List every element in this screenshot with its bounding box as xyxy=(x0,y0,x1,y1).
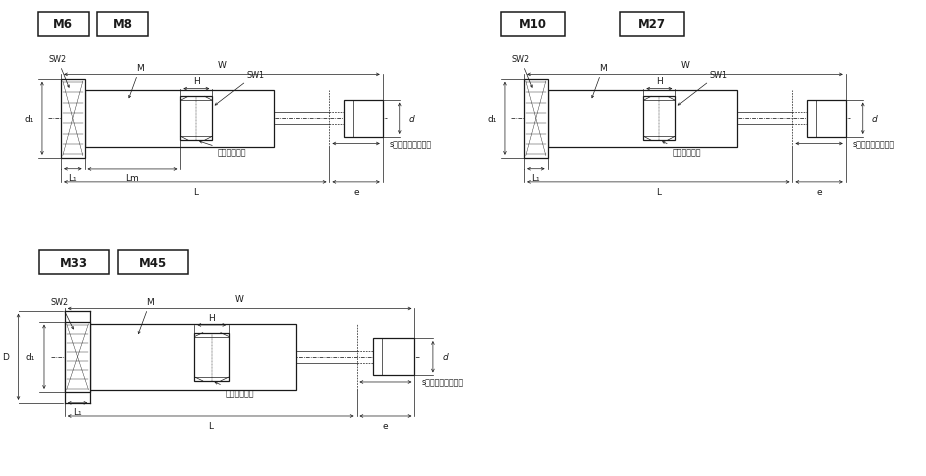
Text: SW2: SW2 xyxy=(48,55,69,88)
Text: D: D xyxy=(3,353,9,361)
FancyBboxPatch shape xyxy=(38,13,89,37)
Text: SW2: SW2 xyxy=(51,298,73,329)
Bar xyxy=(84,90,274,148)
Text: M33: M33 xyxy=(60,257,88,269)
Bar xyxy=(547,90,737,148)
Text: ロックナット: ロックナット xyxy=(663,142,701,157)
Bar xyxy=(181,97,212,141)
Text: M27: M27 xyxy=(638,19,666,31)
Text: L₁: L₁ xyxy=(69,174,77,183)
Text: H: H xyxy=(193,77,200,86)
Bar xyxy=(61,79,84,159)
Text: s：最大ストローク: s：最大ストローク xyxy=(389,139,432,149)
FancyBboxPatch shape xyxy=(620,13,684,37)
Text: L: L xyxy=(193,188,198,196)
Text: W: W xyxy=(235,294,244,303)
Text: SW1: SW1 xyxy=(678,70,728,106)
Text: ロックナット: ロックナット xyxy=(215,382,255,397)
Text: d₁: d₁ xyxy=(487,115,496,123)
FancyBboxPatch shape xyxy=(119,251,188,275)
Text: s：最大ストローク: s：最大ストローク xyxy=(421,377,463,387)
Bar xyxy=(194,333,230,381)
FancyBboxPatch shape xyxy=(40,251,109,275)
Bar xyxy=(91,324,296,390)
FancyBboxPatch shape xyxy=(97,13,148,37)
Text: M6: M6 xyxy=(54,19,73,31)
Text: SW1: SW1 xyxy=(215,70,265,106)
Bar xyxy=(373,338,415,376)
Text: L₁: L₁ xyxy=(532,174,540,183)
Text: L₁: L₁ xyxy=(73,407,81,416)
Text: H: H xyxy=(656,77,663,86)
Text: d: d xyxy=(443,353,448,361)
Text: M: M xyxy=(129,64,144,99)
Text: d₁: d₁ xyxy=(24,115,33,123)
Text: M: M xyxy=(592,64,607,99)
Text: s：最大ストローク: s：最大ストローク xyxy=(852,139,895,149)
Bar xyxy=(65,322,91,392)
Text: M8: M8 xyxy=(113,19,132,31)
Text: L: L xyxy=(656,188,661,196)
Text: Lm: Lm xyxy=(126,174,139,183)
Text: e: e xyxy=(382,421,388,430)
Text: SW2: SW2 xyxy=(511,55,532,88)
Text: M: M xyxy=(138,298,154,334)
Text: e: e xyxy=(354,188,359,196)
Text: d: d xyxy=(408,115,414,123)
Text: W: W xyxy=(218,61,226,70)
Text: M45: M45 xyxy=(139,257,167,269)
Text: d₁: d₁ xyxy=(25,353,35,361)
Text: ロックナット: ロックナット xyxy=(200,142,246,157)
Text: M10: M10 xyxy=(519,19,546,31)
Bar xyxy=(524,79,547,159)
Text: H: H xyxy=(208,313,215,322)
Bar xyxy=(644,97,675,141)
Bar xyxy=(807,100,845,138)
Text: d: d xyxy=(871,115,877,123)
Text: e: e xyxy=(817,188,822,196)
Bar xyxy=(344,100,382,138)
FancyBboxPatch shape xyxy=(501,13,565,37)
Text: L: L xyxy=(208,421,213,430)
Text: W: W xyxy=(681,61,689,70)
